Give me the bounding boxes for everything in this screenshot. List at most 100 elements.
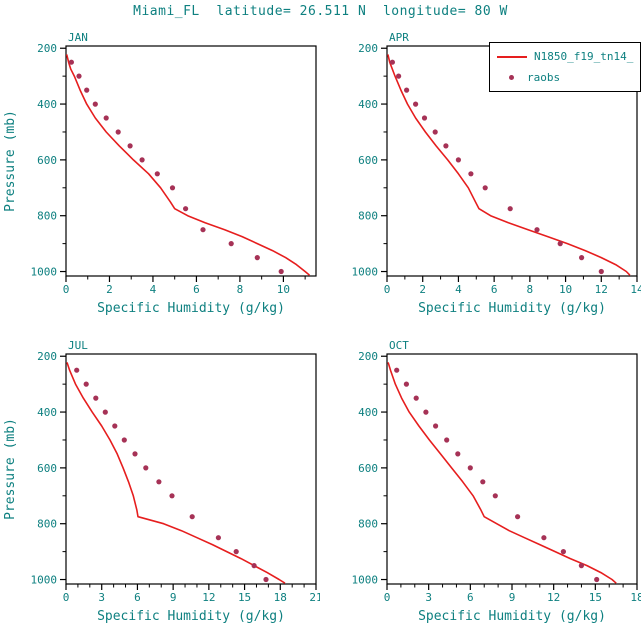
raobs-dot <box>534 227 540 233</box>
figure-title: Miami_FL latitude= 26.511 N longitude= 8… <box>133 4 508 19</box>
legend-label-raobs: raobs <box>527 70 561 84</box>
raobs-dot <box>115 129 121 135</box>
plot-frame <box>386 353 638 585</box>
raobs-dot <box>127 143 133 149</box>
raobs-dot <box>121 437 127 443</box>
x-tick-label: 3 <box>98 591 105 604</box>
x-tick-label: 12 <box>202 591 215 604</box>
x-tick-label: 4 <box>455 283 462 296</box>
raobs-dot <box>74 367 80 373</box>
panel-label: OCT <box>389 339 409 352</box>
raobs-dot <box>215 535 221 541</box>
panel-label: APR <box>389 31 409 44</box>
raobs-dot <box>103 115 109 121</box>
panel-oct-chart: 200 400 600 800 1000 0 3 6 9 12 15 18 OCT Specific Hu… <box>352 339 641 624</box>
x-tick-label: 12 <box>547 591 560 604</box>
x-tick-label: 4 <box>150 283 157 296</box>
x-tick-label: 6 <box>134 591 141 604</box>
raobs-dot <box>432 129 438 135</box>
y-tick-label: 800 <box>358 518 378 531</box>
plot-frame <box>65 353 317 585</box>
y-tick-label: 400 <box>37 98 57 111</box>
raobs-dot <box>443 143 449 149</box>
raobs-dot <box>557 241 563 247</box>
y-tick-label: 600 <box>37 462 57 475</box>
raobs-dot <box>183 206 189 212</box>
raobs-dot <box>455 451 461 457</box>
panel-jul: 200 400 600 800 1000 0 3 6 9 12 15 18 21 JUL Specific … <box>0 332 323 640</box>
panel-oct: 200 400 600 800 1000 0 3 6 9 12 15 18 OCT Specific Hu… <box>321 332 641 640</box>
panel-jan: 200 400 600 800 1000 0 2 4 6 8 10 JAN Specific Humid… <box>0 24 320 332</box>
raobs-dot <box>403 381 409 387</box>
raobs-dot <box>444 437 450 443</box>
plot-frame <box>65 45 317 277</box>
model-line-swatch <box>497 55 527 58</box>
raobs-dot <box>413 395 419 401</box>
legend-label-model: N1850_f19_tn14_ <box>534 50 634 64</box>
y-tick-label: 400 <box>358 406 378 419</box>
x-tick-label: 9 <box>509 591 516 604</box>
y-tick-label: 1000 <box>31 266 58 279</box>
raobs-dot <box>467 465 473 471</box>
raobs-dot <box>278 268 284 275</box>
raobs-dot <box>578 563 584 569</box>
raobs-dot <box>92 101 98 107</box>
raobs-dot <box>143 465 149 471</box>
raobs-dot <box>598 268 604 275</box>
x-tick-label: 0 <box>384 591 391 604</box>
panel-label: JUL <box>68 339 88 352</box>
y-tick-label: 1000 <box>352 574 379 587</box>
x-tick-label: 18 <box>274 591 287 604</box>
raobs-dot <box>413 101 419 107</box>
x-tick-label: 6 <box>193 283 200 296</box>
raobs-dot <box>507 206 513 212</box>
raobs-dot <box>156 479 162 485</box>
x-tick-label: 2 <box>106 283 113 296</box>
raobs-dot <box>480 479 486 485</box>
y-tick-label: 400 <box>37 406 57 419</box>
y-tick-label: 600 <box>37 154 57 167</box>
raobs-dot <box>433 423 439 429</box>
x-tick-label: 15 <box>238 591 251 604</box>
raobs-dot <box>200 227 206 233</box>
raobs-dot <box>455 157 461 163</box>
raobs-dot <box>404 87 410 93</box>
x-tick-label: 15 <box>589 591 602 604</box>
raobs-dot <box>468 171 474 177</box>
raobs-dot <box>254 255 260 261</box>
y-axis-title: Pressure (mb) <box>3 418 18 520</box>
raobs-dot <box>132 451 138 457</box>
raobs-dot <box>389 59 395 65</box>
y-tick-label: 600 <box>358 154 378 167</box>
x-axis-title: Specific Humidity (g/kg) <box>418 301 606 316</box>
raobs-dot <box>423 409 429 415</box>
raobs-dot <box>394 367 400 373</box>
y-tick-label: 200 <box>37 350 57 363</box>
raobs-dot <box>154 171 160 177</box>
raobs-dot <box>560 549 566 555</box>
model-line <box>387 54 631 276</box>
x-tick-label: 14 <box>630 283 641 296</box>
x-tick-label: 6 <box>467 591 474 604</box>
x-tick-label: 10 <box>559 283 572 296</box>
y-tick-label: 600 <box>358 462 378 475</box>
x-axis-title: Specific Humidity (g/kg) <box>97 301 285 316</box>
raobs-dot <box>579 255 585 261</box>
legend-entry-model: N1850_f19_tn14_ <box>497 50 640 63</box>
raobs-dot <box>169 493 175 499</box>
x-tick-label: 2 <box>419 283 426 296</box>
raobs-dot <box>112 423 118 429</box>
x-tick-label: 10 <box>277 283 290 296</box>
raobs-dot <box>541 535 547 541</box>
panel-label: JAN <box>68 31 88 44</box>
raobs-dot <box>68 59 74 65</box>
y-tick-label: 800 <box>37 210 57 223</box>
x-axis-title: Specific Humidity (g/kg) <box>418 609 606 624</box>
x-tick-label: 9 <box>170 591 177 604</box>
model-line <box>66 362 286 584</box>
raobs-dot <box>421 115 428 121</box>
raobs-dot <box>251 563 257 569</box>
raobs-dot <box>233 549 239 555</box>
y-tick-label: 1000 <box>352 266 379 279</box>
